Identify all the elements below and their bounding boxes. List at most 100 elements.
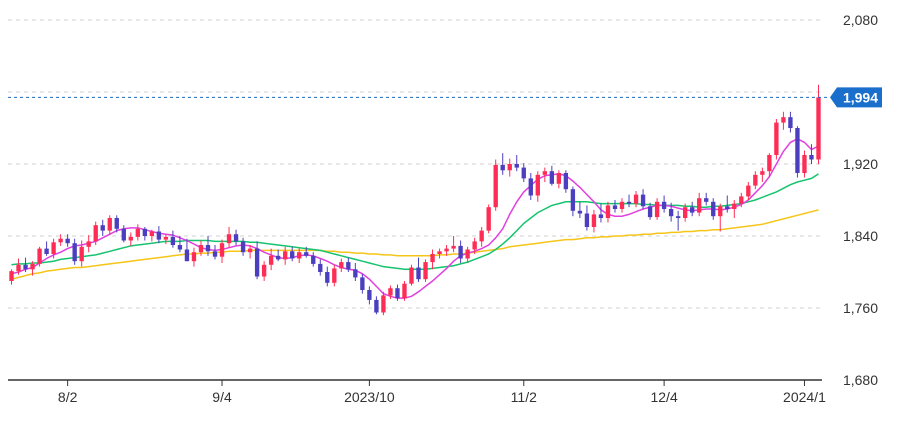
- candle: [72, 238, 77, 265]
- candle: [184, 238, 190, 262]
- candle: [283, 246, 288, 265]
- candle: [16, 258, 21, 275]
- candle-body: [353, 269, 358, 278]
- last-price-label: 1,994: [843, 89, 878, 105]
- candle-body: [93, 225, 98, 242]
- candle: [163, 234, 169, 245]
- candle-body: [809, 155, 814, 160]
- candle-body: [598, 214, 604, 218]
- candle: [437, 248, 442, 259]
- candle: [86, 235, 91, 253]
- candle-body: [325, 272, 330, 283]
- candle-body: [451, 245, 456, 249]
- last-price-badge: 1,994: [830, 87, 882, 108]
- candle-body: [170, 236, 176, 245]
- candle-body: [163, 236, 169, 240]
- candle: [619, 198, 625, 213]
- candle: [156, 226, 162, 244]
- candle-body: [360, 277, 365, 290]
- candle: [135, 224, 140, 241]
- candle: [247, 245, 253, 259]
- candle-body: [718, 206, 723, 217]
- candle-body: [44, 248, 49, 254]
- candle: [374, 296, 379, 315]
- candle-body: [479, 230, 484, 242]
- candle: [388, 285, 393, 299]
- ma-mid-line: [11, 173, 819, 271]
- candle: [605, 201, 611, 223]
- candle: [233, 229, 239, 245]
- candle: [114, 215, 119, 233]
- candle: [725, 195, 730, 213]
- candle-body: [549, 171, 555, 184]
- candle: [479, 227, 484, 247]
- candle-body: [577, 210, 583, 214]
- candle: [746, 182, 751, 200]
- candle: [318, 259, 323, 276]
- candle: [788, 111, 793, 133]
- candle: [697, 192, 702, 217]
- candle-body: [318, 263, 323, 272]
- candle-body: [816, 97, 821, 160]
- candle-body: [802, 155, 807, 173]
- y-tick-label: 2,080: [843, 12, 878, 28]
- y-tick-label: 1,840: [843, 228, 878, 244]
- candle-body: [37, 248, 42, 264]
- candle-body: [732, 203, 737, 209]
- candle-body: [51, 242, 56, 254]
- candle: [458, 240, 463, 263]
- candle: [290, 246, 295, 262]
- candle-body: [437, 251, 442, 254]
- candle: [416, 257, 421, 282]
- candle-body: [23, 264, 28, 270]
- candle: [58, 234, 63, 246]
- candle-body: [114, 218, 119, 229]
- x-axis-ticks: 8/2 9/4 2023/10 11/2 12/4 2024/1: [58, 380, 826, 405]
- last-price-badge-shape: [830, 87, 882, 108]
- candle-body: [107, 218, 112, 231]
- candle-body: [177, 245, 183, 250]
- candle: [93, 221, 98, 245]
- candle-body: [711, 201, 716, 217]
- grid-lines: [8, 19, 822, 309]
- candle: [37, 246, 42, 267]
- candle-body: [542, 171, 547, 175]
- candles: [9, 84, 821, 316]
- candle-body: [465, 249, 470, 259]
- candle-body: [647, 206, 653, 218]
- candle: [297, 248, 302, 263]
- x-tick-label: 8/2: [58, 389, 78, 405]
- candle-body: [233, 234, 239, 242]
- candle: [79, 240, 84, 267]
- candle: [500, 153, 505, 175]
- candle: [682, 203, 688, 222]
- candle-body: [79, 246, 84, 262]
- candle-body: [212, 251, 218, 257]
- candle-body: [690, 207, 695, 213]
- candle-body: [570, 189, 576, 211]
- candle-body: [584, 213, 590, 227]
- candle-body: [619, 201, 625, 209]
- candle: [107, 215, 112, 236]
- candle: [121, 225, 126, 243]
- candle-body: [605, 205, 611, 218]
- candle-body: [514, 164, 519, 168]
- candle: [781, 111, 786, 130]
- candle-body: [416, 267, 421, 280]
- candle-body: [142, 228, 148, 236]
- candle: [51, 238, 56, 259]
- candle-body: [563, 173, 569, 190]
- candle: [521, 163, 526, 182]
- candle: [760, 167, 765, 182]
- candle: [704, 192, 709, 206]
- candle-body: [626, 201, 632, 204]
- candle-body: [767, 155, 772, 172]
- candle: [177, 236, 183, 253]
- candle: [816, 84, 821, 164]
- candle-body: [339, 262, 344, 269]
- candle-body: [507, 164, 512, 171]
- candle: [542, 167, 547, 182]
- candle: [240, 237, 246, 256]
- candle-body: [367, 290, 372, 300]
